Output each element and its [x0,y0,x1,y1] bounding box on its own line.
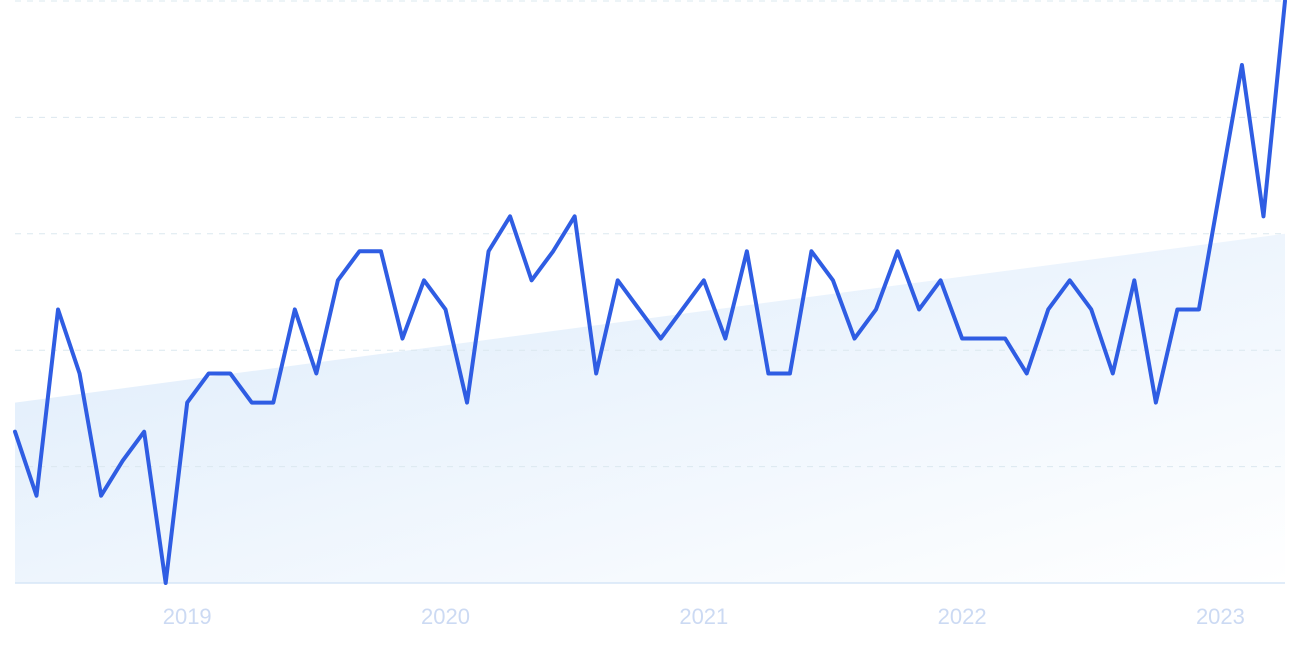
x-tick-label: 2019 [163,604,212,629]
trend-line [13,0,1287,585]
trend-area [15,233,1285,584]
x-tick-label: 2022 [938,604,987,629]
x-tick-label: 2021 [679,604,728,629]
x-tick-label: 2023 [1196,604,1245,629]
x-tick-label: 2020 [421,604,470,629]
